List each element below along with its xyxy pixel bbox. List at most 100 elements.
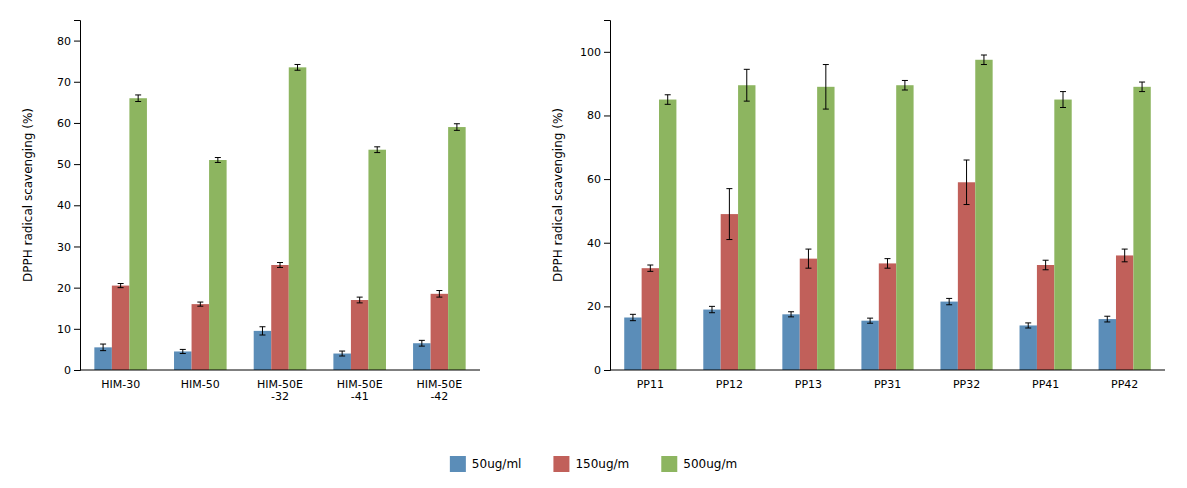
bar: [1116, 255, 1133, 370]
chart-panel: 0 10 20 30 40 50 60 70 80 HIM-30 HIM-50 HIM-50E-32 H…: [21, 21, 480, 404]
tick-label: 10: [57, 323, 71, 336]
bar: [351, 300, 369, 370]
error-bar: [436, 291, 442, 298]
error-bar: [1104, 316, 1110, 322]
axis-line: [610, 370, 1165, 371]
tick: 40: [57, 199, 80, 212]
error-bar: [647, 265, 653, 271]
tick-mark: [74, 41, 80, 42]
error-bar: [295, 64, 301, 70]
bar: [940, 302, 957, 370]
x-axis: HIM-30HIM-50HIM-50E-32HIM-50E-41HIM-50E-…: [80, 370, 480, 403]
tick: 60: [57, 117, 80, 130]
tick-label: PP32: [953, 378, 980, 391]
bar: [800, 259, 817, 370]
tick: HIM-30: [101, 378, 140, 391]
tick-label-line: -41: [351, 390, 369, 403]
bar: [738, 85, 755, 370]
tick-label: PP12: [716, 378, 743, 391]
legend-label: 150ug/m: [575, 457, 629, 471]
error-bar: [100, 344, 106, 351]
legend-label: 50ug/ml: [472, 457, 522, 471]
tick-label: PP41: [1032, 378, 1059, 391]
tick-label-line: PP12: [716, 378, 743, 391]
tick-label: 80: [57, 35, 71, 48]
bar: [642, 268, 659, 370]
bar: [413, 343, 431, 370]
tick-mark: [604, 370, 610, 371]
chart-panel: 020406080100PP11PP12PP13PP31PP32PP41PP42…: [551, 21, 1165, 391]
bar: [112, 286, 130, 370]
tick: 20: [57, 282, 80, 295]
error-bar: [709, 306, 715, 312]
tick-mark: [604, 52, 610, 53]
error-bar: [1060, 92, 1066, 108]
tick-mark: [74, 164, 80, 165]
legend: 50ug/ml150ug/m500ug/m: [450, 456, 737, 472]
tick: 0: [594, 364, 610, 377]
bar-series: [659, 60, 1151, 370]
error-bar: [630, 314, 636, 320]
tick-mark: [74, 205, 80, 206]
tick-label-line: PP32: [953, 378, 980, 391]
error-bar: [885, 259, 891, 269]
plot-area: [624, 55, 1151, 370]
tick: HIM-50E-32: [257, 378, 303, 404]
tick: 80: [587, 109, 610, 122]
tick-label-line: HIM-50: [181, 378, 220, 391]
tick-label-line: PP41: [1032, 378, 1059, 391]
tick-label: 60: [587, 173, 601, 186]
error-bars: [630, 298, 1110, 328]
error-bar: [135, 95, 141, 102]
error-bar: [981, 55, 987, 65]
bar: [782, 314, 799, 370]
tick-mark: [604, 179, 610, 180]
tick-label: 50: [57, 158, 71, 171]
bar: [209, 160, 227, 370]
tick: 20: [587, 300, 610, 313]
tick-label: 60: [57, 117, 71, 130]
tick: 30: [57, 240, 80, 253]
tick-label: 0: [594, 364, 601, 377]
error-bar: [1043, 260, 1049, 270]
tick: 70: [57, 76, 80, 89]
error-bar: [788, 312, 794, 317]
tick-mark: [74, 123, 80, 124]
tick-label: HIM-30: [101, 378, 140, 391]
tick-label-line: PP11: [637, 378, 664, 391]
tick-mark: [604, 243, 610, 244]
bar: [254, 331, 272, 370]
error-bar: [744, 69, 750, 101]
bar: [174, 351, 192, 370]
chart-root: 0 10 20 30 40 50 60 70 80 HIM-30 HIM-50 HIM-50E-32 H…: [0, 0, 1187, 488]
tick: 60: [587, 173, 610, 186]
bar: [271, 265, 289, 370]
tick-label-line: HIM-30: [101, 378, 140, 391]
bar: [703, 310, 720, 370]
bar: [1020, 325, 1037, 370]
tick-mark: [604, 306, 610, 307]
tick: 0: [64, 364, 80, 377]
tick: HIM-50E-41: [337, 378, 383, 404]
tick-label: PP31: [874, 378, 901, 391]
error-bar: [726, 189, 732, 240]
tick-label: 100: [580, 46, 601, 59]
error-bars: [135, 64, 460, 162]
y-axis-label: DPPH radical scavenging (%): [551, 108, 565, 282]
tick-label-line: PP42: [1111, 378, 1138, 391]
tick-label: PP13: [795, 378, 822, 391]
tick: 10: [57, 323, 80, 336]
bar: [1037, 265, 1054, 370]
error-bar: [964, 160, 970, 205]
tick: PP41: [1032, 378, 1059, 391]
y-axis-label: DPPH radical scavenging (%): [21, 108, 35, 282]
tick-label-line: -42: [430, 390, 448, 403]
bar: [368, 150, 386, 370]
tick-label: 80: [587, 109, 601, 122]
tick-mark: [74, 82, 80, 83]
tick: PP12: [716, 378, 743, 391]
tick-label-line: PP13: [795, 378, 822, 391]
tick-label: HIM-50: [181, 378, 220, 391]
error-bar: [867, 318, 873, 323]
tick-label: PP42: [1111, 378, 1138, 391]
